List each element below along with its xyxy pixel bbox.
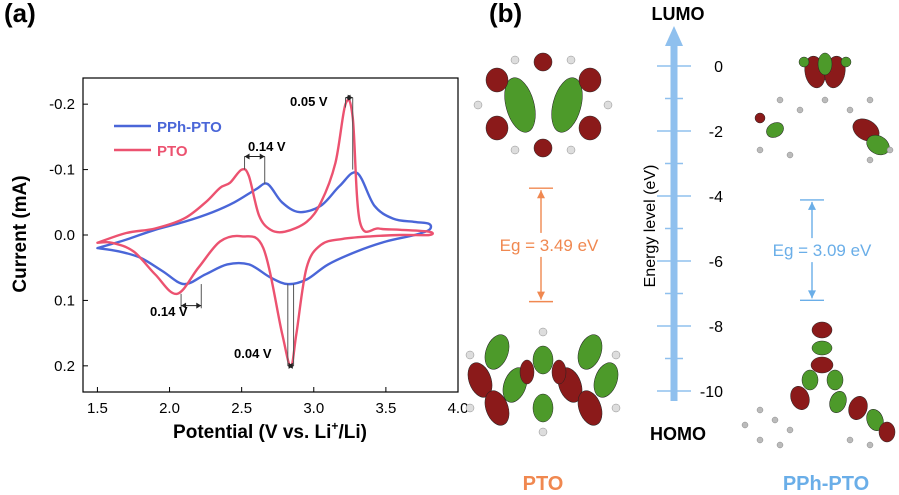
annotation-label: 0.14 V (150, 304, 188, 319)
cv-series-pph-pto (96, 171, 433, 286)
cv-x-tick-label: 3.5 (375, 400, 396, 417)
annotation-label: 0.14 V (248, 139, 286, 154)
annotation-arrowhead (244, 153, 250, 160)
cv-plot-frame (82, 77, 459, 393)
cv-y-tick-label: 0.2 (54, 358, 75, 375)
annotation-arrowhead (181, 302, 187, 309)
panel-b-label: (b) (489, 0, 523, 28)
cv-y-tick-label: -0.2 (49, 96, 75, 113)
annotation-label: 0.04 V (234, 346, 272, 361)
cv-y-tick-label: 0.0 (54, 227, 75, 244)
cv-y-tick-label: -0.1 (49, 162, 75, 179)
legend-label: PTO (157, 143, 188, 160)
annotation-arrowhead (345, 94, 351, 101)
cv-x-tick-label: 2.5 (231, 400, 252, 417)
annotation-arrowhead (259, 153, 265, 160)
cv-x-tick-label: 1.5 (87, 400, 108, 417)
cv-x-tick-label: 3.0 (303, 400, 324, 417)
cv-x-tick-label: 2.0 (159, 400, 180, 417)
legend-label: PPh-PTO (157, 119, 222, 136)
cv-series-pto (96, 98, 434, 367)
annotation-label: 0.05 V (290, 94, 328, 109)
cv-y-tick-label: 0.1 (54, 292, 75, 309)
cv-x-tick-label: 4.0 (448, 400, 469, 417)
cv-x-axis-label: Potential (V vs. Li+/Li) (173, 419, 367, 443)
panel-a-label: (a) (4, 0, 36, 28)
annotation-arrowhead (196, 302, 202, 309)
annotation-arrowhead (287, 362, 293, 369)
cv-y-axis-label: Current (mA) (10, 175, 31, 292)
